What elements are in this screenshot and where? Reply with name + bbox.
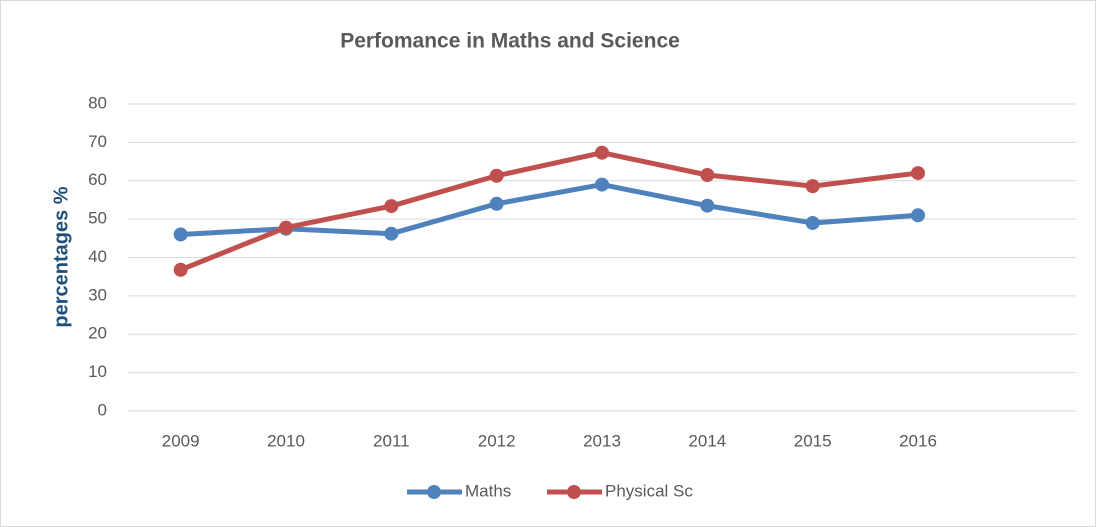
y-tick-label: 40 xyxy=(88,247,107,266)
y-tick-label: 60 xyxy=(88,170,107,189)
data-point xyxy=(595,145,609,160)
legend-marker xyxy=(567,485,581,499)
y-tick-label: 30 xyxy=(88,285,107,304)
data-point xyxy=(595,177,609,192)
legend-label: Maths xyxy=(465,481,511,500)
data-point xyxy=(489,168,504,183)
legend-marker xyxy=(427,485,441,499)
y-tick-label: 20 xyxy=(88,324,107,343)
data-point xyxy=(279,220,293,235)
y-axis-label: percentages % xyxy=(50,186,72,327)
x-tick-label: 2010 xyxy=(267,431,305,450)
x-tick-label: 2015 xyxy=(794,431,832,450)
chart-title: Perfomance in Maths and Science xyxy=(340,30,680,53)
data-point xyxy=(384,226,399,241)
data-point xyxy=(805,215,820,230)
y-tick-label: 70 xyxy=(88,132,107,151)
data-point xyxy=(384,199,399,214)
x-tick-label: 2013 xyxy=(583,431,621,450)
data-point xyxy=(911,208,925,223)
data-point xyxy=(173,262,188,277)
series-line xyxy=(178,150,921,273)
data-point xyxy=(911,166,925,181)
data-point xyxy=(173,227,188,242)
data-point xyxy=(489,196,504,211)
x-tick-label: 2011 xyxy=(373,431,410,450)
legend-label: Physical Sc xyxy=(605,481,693,500)
x-tick-label: 2012 xyxy=(478,431,516,450)
y-tick-label: 80 xyxy=(88,93,107,112)
x-tick-label: 2009 xyxy=(162,431,200,450)
y-tick-label: 10 xyxy=(88,362,107,381)
y-tick-label: 50 xyxy=(88,209,107,228)
series-line xyxy=(178,182,921,237)
y-tick-label: 0 xyxy=(98,400,107,419)
data-point xyxy=(700,167,715,182)
data-point xyxy=(805,179,820,194)
x-tick-label: 2016 xyxy=(899,431,937,450)
data-point xyxy=(700,198,715,213)
x-tick-label: 2014 xyxy=(688,431,726,450)
